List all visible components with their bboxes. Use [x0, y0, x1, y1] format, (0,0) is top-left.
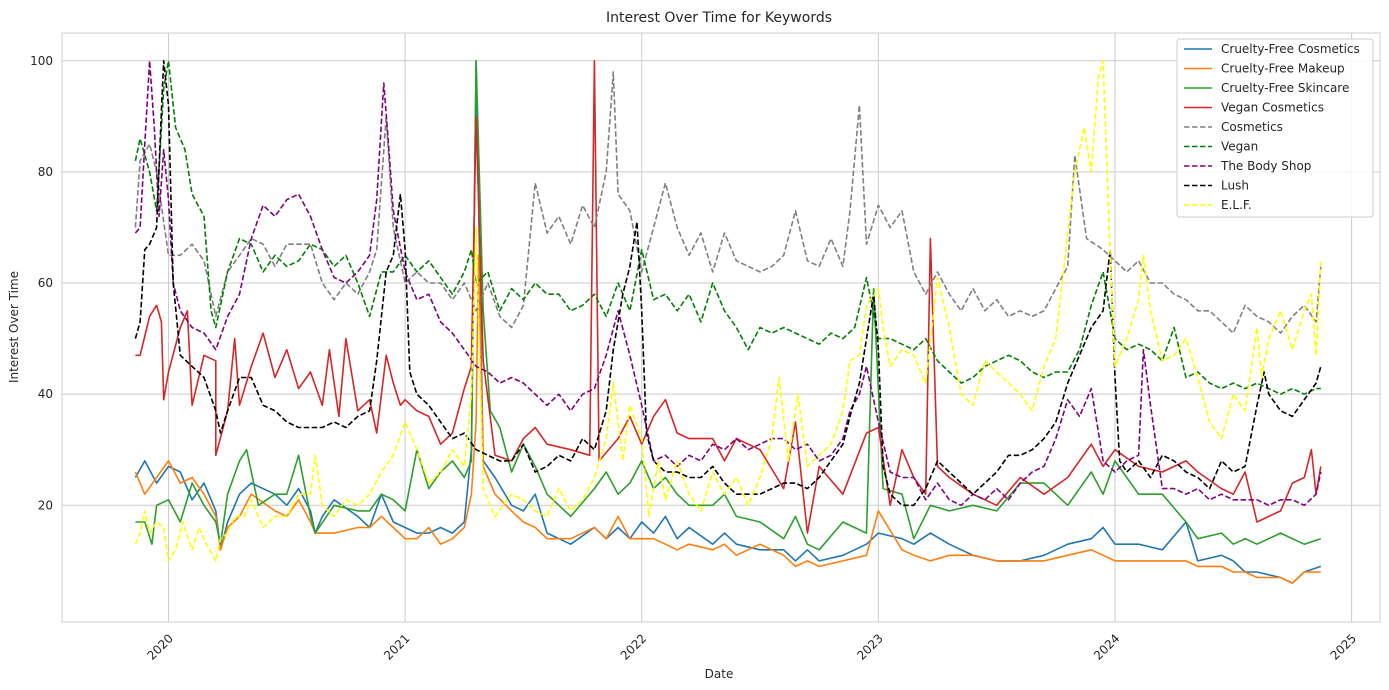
series-line-3: [135, 60, 1322, 551]
series-line-2: [134, 254, 1321, 584]
y-axis-label: Interest Over Time: [7, 271, 21, 383]
legend-label: The Body Shop: [1220, 159, 1311, 173]
series-line-4: [135, 60, 1322, 534]
series-line-5: [134, 71, 1322, 334]
series-line-8: [134, 60, 1322, 507]
legend-label: E.L.F.: [1221, 198, 1252, 212]
x-axis-label: Date: [705, 667, 734, 681]
legend-label: Vegan Cosmetics: [1221, 101, 1324, 115]
series-line-9: [134, 60, 1322, 562]
plot-area: [61, 32, 1381, 623]
legend: Cruelty-Free Cosmetics Cruelty-Free Makeu…: [1176, 38, 1374, 218]
legend-label: Cruelty-Free Makeup: [1221, 62, 1345, 76]
series-line-6: [134, 60, 1321, 395]
legend-label: Vegan: [1221, 140, 1258, 154]
y-tick-label: 40: [38, 387, 53, 401]
legend-label: Cosmetics: [1221, 120, 1283, 134]
legend-label: Lush: [1221, 179, 1249, 193]
series-line-1: [134, 60, 1322, 584]
legend-label: Cruelty-Free Skincare: [1221, 81, 1349, 95]
y-tick-label: 60: [38, 276, 53, 290]
y-tick-label: 80: [38, 165, 53, 179]
legend-label: Cruelty-Free Cosmetics: [1221, 42, 1360, 56]
legend-box: [1176, 38, 1374, 218]
chart-title: Interest Over Time for Keywords: [606, 10, 832, 26]
series-lines: [134, 60, 1322, 584]
y-tick-label: 20: [38, 498, 53, 512]
y-tick-label: 100: [30, 54, 53, 68]
